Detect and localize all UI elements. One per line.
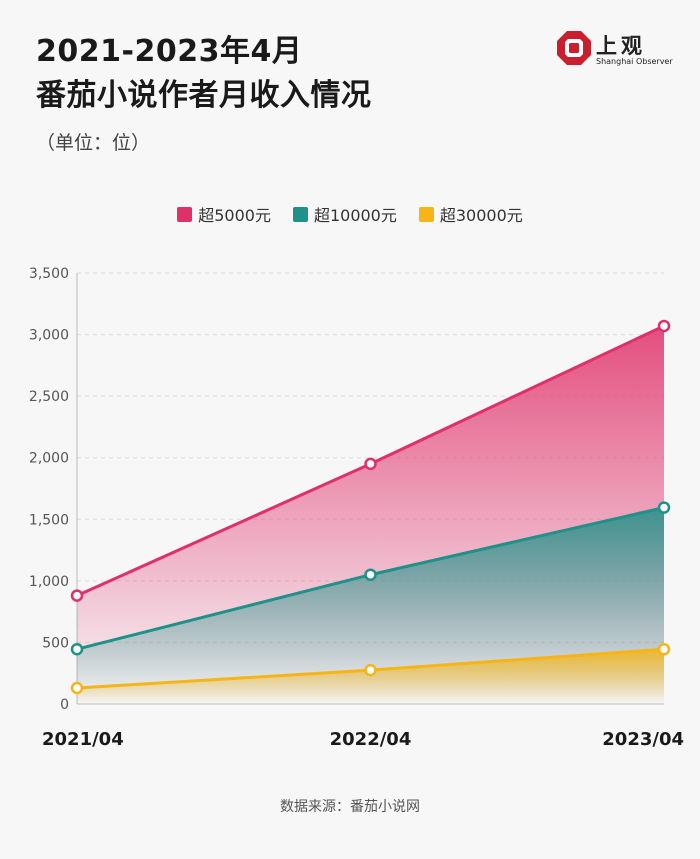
x-tick-label: 2021/04 <box>42 729 124 750</box>
y-tick-label: 500 <box>42 635 69 651</box>
title-line-1: 2021-2023年4月 <box>36 34 303 69</box>
y-tick-label: 1,500 <box>29 512 69 528</box>
data-point-s2-1 <box>364 663 377 677</box>
title-line-2: 番茄小说作者月收入情况 <box>36 78 372 113</box>
shanghai-observer-logo: 上观 Shanghai Observer <box>556 30 673 70</box>
legend-swatch-10000 <box>292 206 308 222</box>
legend-item-30000: 超30000元 <box>418 202 523 226</box>
y-tick-label: 3,500 <box>29 266 69 282</box>
logo-name: 上观 <box>596 34 646 58</box>
y-tick-label: 2,500 <box>29 389 69 405</box>
legend-swatch-5000 <box>177 206 193 222</box>
data-point-s1-2 <box>657 501 671 514</box>
logo-english: Shanghai Observer <box>596 57 673 66</box>
chart-legend: 超5000元 超10000元 超30000元 <box>0 202 700 226</box>
x-tick-label: 2022/04 <box>330 729 412 750</box>
data-point-s2-2 <box>657 642 671 656</box>
x-tick-label: 2023/04 <box>602 729 684 750</box>
data-point-s0-1 <box>364 457 377 471</box>
unit-label: （单位：位） <box>36 132 151 154</box>
legend-label-10000: 超10000元 <box>313 206 397 225</box>
area-fill-series-2 <box>77 649 664 704</box>
area-chart: 0 500 1,000 1,500 2,000 2,500 3,000 3,500 2021/0… <box>29 266 684 750</box>
data-point-s2-0 <box>70 681 84 695</box>
data-point-s0-0 <box>70 589 84 602</box>
y-tick-label: 2,000 <box>29 451 69 467</box>
data-source: 数据来源：番茄小说网 <box>280 799 420 815</box>
data-point-s1-0 <box>70 642 84 656</box>
area-fill-series-1 <box>77 507 664 704</box>
y-tick-label: 3,000 <box>29 328 69 344</box>
y-tick-label: 0 <box>60 697 69 713</box>
legend-item-5000: 超5000元 <box>177 202 271 226</box>
data-point-s0-2 <box>657 319 671 333</box>
legend-label-30000: 超30000元 <box>439 206 523 225</box>
chart-title: 2021-2023年4月 番茄小说作者月收入情况 <box>36 30 372 118</box>
legend-item-10000: 超10000元 <box>292 202 397 226</box>
logo-icon <box>557 31 591 65</box>
legend-label-5000: 超5000元 <box>198 206 271 225</box>
legend-swatch-30000 <box>418 206 434 222</box>
y-tick-label: 1,000 <box>29 574 69 590</box>
data-point-s1-1 <box>364 568 377 581</box>
